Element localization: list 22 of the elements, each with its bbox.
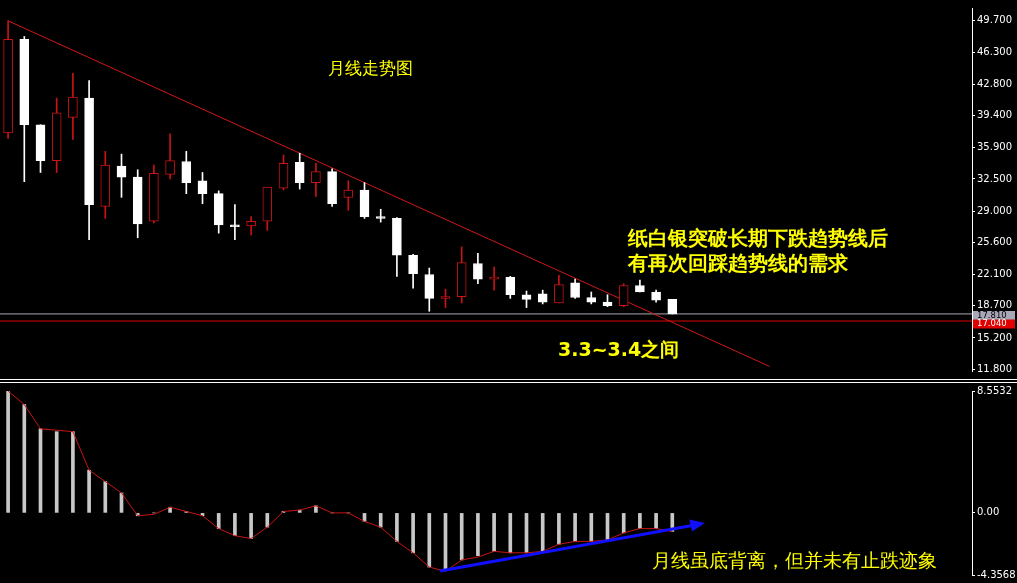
- text: 月线走势图: [328, 58, 413, 78]
- y-tick-label: 22.100: [977, 268, 1012, 280]
- ref-line-label: 17.040: [977, 318, 1007, 329]
- y-tick-label: 49.700: [977, 14, 1012, 26]
- y-tick-label: 0.00: [977, 506, 1000, 518]
- y-tick-label: 18.700: [977, 299, 1012, 311]
- y-tick-label: 25.600: [977, 235, 1012, 247]
- ref-line-label: 17.810: [977, 309, 1007, 320]
- y-tick-label: 35.900: [977, 141, 1012, 153]
- y-tick-label: 39.400: [977, 109, 1012, 121]
- y-tick-label: -4.3568: [977, 568, 1016, 580]
- y-tick-label: 11.800: [977, 362, 1012, 374]
- y-tick-label: 15.200: [977, 331, 1012, 343]
- annotation: 月线虽底背离，但并未有止跌迹象: [652, 549, 937, 571]
- y-tick-label: 8.5532: [977, 384, 1012, 396]
- y-tick-label: 46.300: [977, 45, 1012, 57]
- annotation: 有再次回踩趋势线的需求: [627, 251, 849, 275]
- y-tick-label: 29.000: [977, 204, 1012, 216]
- annotation: 3.3~3.4之间: [558, 338, 680, 360]
- y-tick-label: 32.500: [977, 172, 1012, 184]
- annotation: 纸白银突破长期下跌趋势线后: [627, 226, 888, 250]
- y-tick-label: 42.800: [977, 77, 1012, 89]
